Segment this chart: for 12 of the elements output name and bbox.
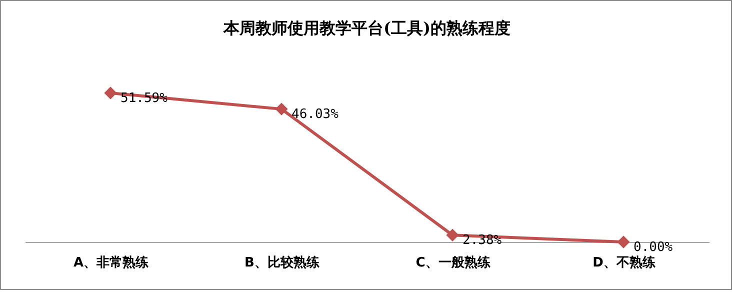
point: [104, 86, 117, 100]
chart-title: 本周教师使用教学平台(工具)的熟练程度: [222, 18, 511, 38]
x-tick-label: B、比较熟练: [244, 254, 320, 270]
data-label: 0.00%: [634, 240, 673, 255]
x-tick-label: D、不熟练: [592, 254, 656, 270]
point: [446, 228, 459, 242]
point: [275, 102, 288, 116]
point: [617, 236, 630, 248]
data-label: 2.38%: [462, 233, 502, 248]
data-label: 46.03%: [292, 107, 339, 122]
x-tick-label: C、一般熟练: [416, 254, 490, 270]
x-tick-label: A、非常熟练: [73, 254, 149, 270]
